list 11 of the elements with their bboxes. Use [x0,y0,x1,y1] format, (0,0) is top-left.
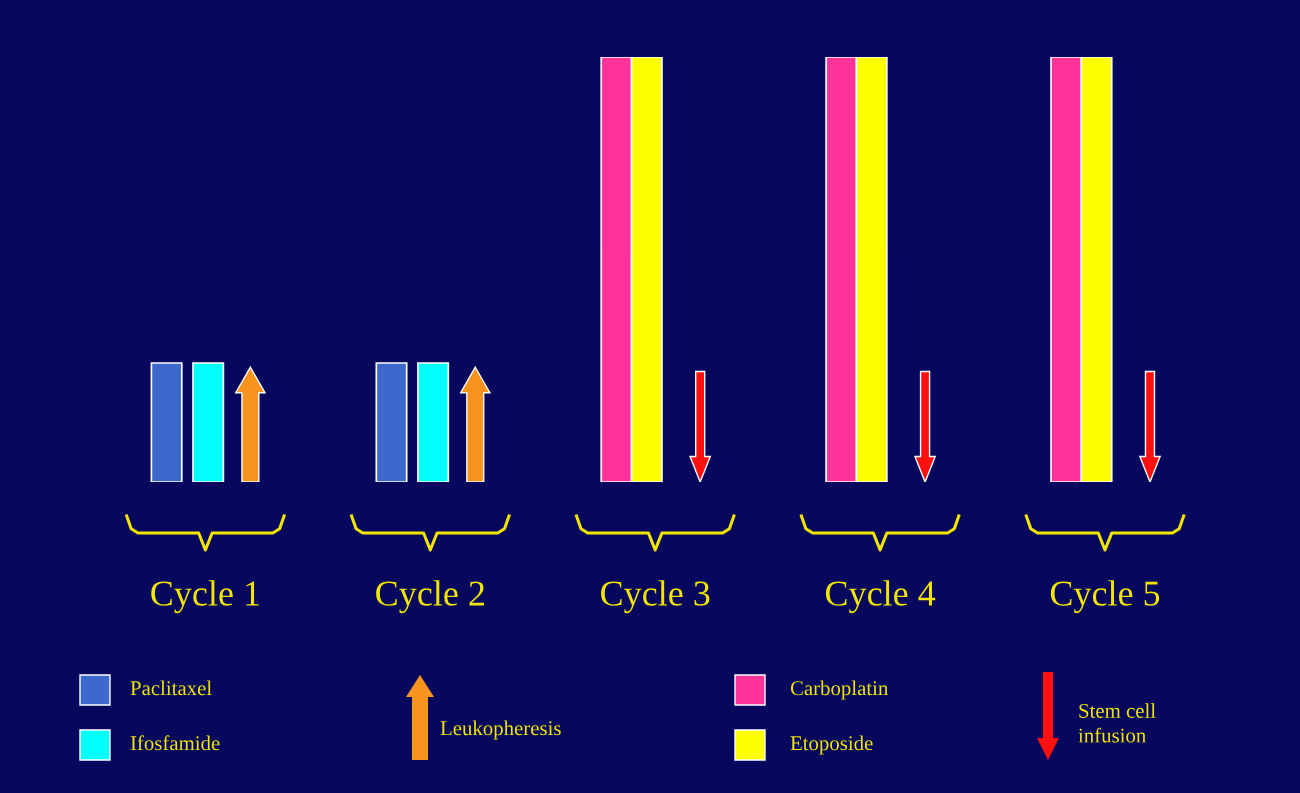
x-tick-label: Cycle 4 [825,580,936,614]
legend-label: Ifosfamide [130,735,220,751]
x-tick-label: Cycle 3 [601,580,710,614]
x-tick-label: Cycle 2 [376,580,484,614]
legend-label: Etoposide [790,735,873,755]
legend-label: Paclitaxel [130,680,212,696]
x-tick-label: Cycle 1 [151,580,259,614]
x-tick-label: Cycle 5 [1050,580,1160,614]
text: Stem cell infusion [1078,703,1156,743]
legend-label: Carboplatin [790,680,889,700]
text: Leukopheresis [440,720,561,740]
